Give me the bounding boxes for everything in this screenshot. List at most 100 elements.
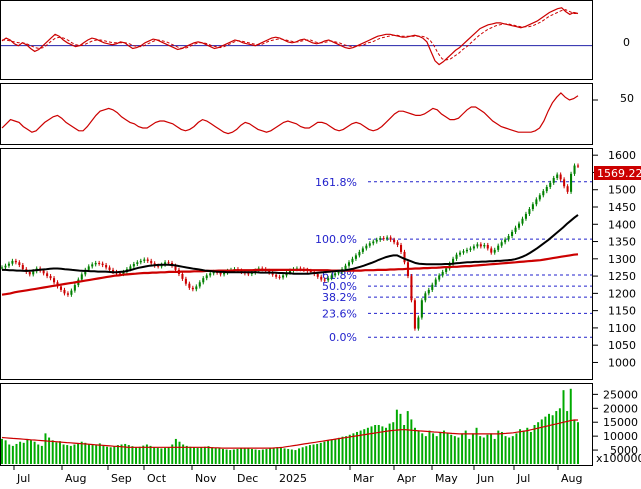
volume-bar	[410, 419, 413, 464]
volume-bar	[149, 445, 152, 464]
volume-bar	[294, 450, 297, 464]
volume-bar	[540, 419, 543, 464]
candle-body	[493, 249, 496, 253]
candle-body	[358, 251, 361, 256]
candle-body	[188, 283, 191, 288]
candle-body	[337, 271, 340, 274]
volume-bar	[363, 429, 366, 464]
volume-bar	[468, 438, 471, 464]
candle-body	[271, 272, 274, 275]
volume-bar	[232, 449, 235, 464]
volume-bar	[26, 438, 29, 464]
month-label: Aug	[561, 472, 582, 485]
volume-bar	[352, 433, 355, 464]
volume-bar	[8, 444, 11, 464]
candle-body	[247, 273, 250, 275]
candle-body	[347, 262, 351, 266]
volume-bar	[301, 447, 304, 464]
candle-body	[563, 179, 566, 187]
candle-body	[486, 245, 489, 249]
month-label: Dec	[237, 472, 258, 485]
volume-bar	[413, 427, 416, 464]
volume-bar	[450, 434, 453, 464]
volume-bar	[77, 443, 80, 464]
candle-body	[53, 278, 56, 283]
fib-label: 0.0%	[329, 331, 357, 344]
candle-body	[372, 241, 375, 244]
candle-body	[434, 279, 437, 285]
volume-bar	[272, 447, 275, 464]
candle-body	[559, 174, 562, 180]
month-label: Jul	[516, 472, 530, 485]
month-label: Mar	[353, 472, 374, 485]
volume-bar	[80, 441, 83, 464]
candle-body	[514, 227, 517, 232]
volume-bar	[359, 430, 362, 464]
month-axis: Jul Aug Sep Oct Nov Dec 2025 Mar Apr May Jun Jul Aug	[13, 465, 582, 485]
volume-bar	[323, 441, 326, 464]
month-label: Oct	[147, 472, 167, 485]
candle-body	[181, 274, 184, 279]
volume-bar	[189, 446, 192, 464]
volume-bar	[66, 445, 69, 464]
candle-body	[105, 265, 108, 268]
volume-bar	[200, 447, 203, 464]
volume-bar	[421, 433, 424, 464]
volume-bar	[529, 431, 532, 464]
volume-bar	[211, 447, 214, 464]
volume-bar	[562, 390, 565, 464]
volume-bar	[196, 447, 199, 464]
volume-bar	[221, 448, 224, 464]
volume-bar	[178, 441, 181, 464]
volume-bar	[171, 444, 174, 464]
candle-body	[570, 173, 573, 192]
volume-bar	[48, 437, 51, 464]
candle-body	[511, 231, 514, 237]
candle-body	[59, 286, 63, 290]
candle-body	[18, 262, 21, 266]
volume-bar	[370, 426, 373, 464]
candle-body	[445, 268, 448, 272]
volume-bar	[388, 423, 391, 464]
candle-body	[452, 258, 455, 264]
candle-body	[330, 275, 333, 279]
volume-tick-label: 5000	[610, 444, 638, 457]
candle-body	[483, 245, 486, 247]
volume-bar	[417, 430, 420, 464]
volume-bar	[399, 413, 402, 464]
volume-bar	[207, 446, 210, 464]
candle-body	[129, 266, 132, 270]
volume-bar	[439, 431, 442, 464]
candle-body	[316, 274, 319, 277]
price-tick-label: 1050	[608, 339, 636, 352]
fib-label: 161.8%	[315, 176, 357, 189]
volume-bar	[508, 437, 511, 464]
month-label: Sep	[111, 472, 132, 485]
candle-body	[112, 269, 115, 272]
candle-body	[195, 286, 198, 290]
candle-body	[275, 274, 278, 277]
volume-bar	[457, 437, 460, 464]
candle-body	[327, 278, 330, 281]
volume-bar	[395, 409, 398, 464]
candle-body	[472, 246, 475, 249]
month-label: Jun	[476, 472, 494, 485]
volume-bar	[334, 438, 337, 464]
volume-bar	[511, 436, 514, 464]
volume-bar	[250, 448, 253, 464]
candle-body	[66, 293, 69, 295]
candle-body	[122, 271, 125, 275]
price-tick-label: 1350	[608, 236, 636, 249]
candle-body	[413, 300, 416, 329]
price-tick-label: 1450	[608, 201, 636, 214]
candle-body	[87, 266, 90, 270]
candle-body	[191, 287, 194, 290]
volume-tick-label: 15000	[603, 416, 638, 429]
volume-bar	[55, 442, 58, 464]
candle-body	[101, 263, 104, 266]
volume-bar	[1, 438, 3, 464]
candle-body	[368, 243, 371, 246]
macd-zero-label: 0	[623, 36, 630, 49]
volume-bar	[153, 447, 156, 464]
volume-bar	[497, 430, 500, 464]
